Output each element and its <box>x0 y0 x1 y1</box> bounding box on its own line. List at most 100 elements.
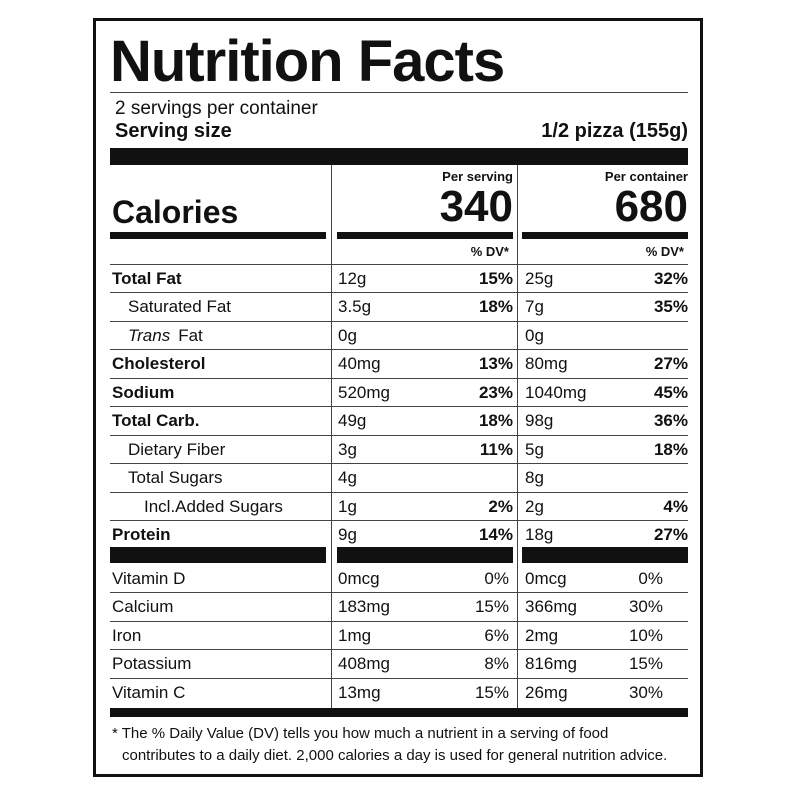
nutrient-amount: 0g <box>525 325 544 345</box>
row-line <box>110 377 688 379</box>
serving-size: 1/2 pizza (155g) <box>541 120 688 142</box>
dv-heading: % DV* <box>470 243 509 259</box>
vitamin-name: Calcium <box>112 597 174 616</box>
nutrient-dv: 35% <box>653 297 688 316</box>
rule-bar <box>522 547 688 563</box>
rule-bar <box>110 708 688 717</box>
nutrient-dv: 14% <box>478 525 513 544</box>
nutrient-dv: 15% <box>478 268 513 288</box>
row-line <box>110 434 688 436</box>
vitamin-amount: 1mg <box>338 625 372 645</box>
nutrient-amount: 12g <box>338 268 367 288</box>
nutrient-amount: 80mg <box>525 354 568 373</box>
vitamin-amount: 26mg <box>525 682 568 702</box>
nutrient-name: Total Sugars <box>128 468 223 487</box>
vitamin-dv: 30% <box>628 682 663 702</box>
nutrient-amount: 25g <box>525 268 554 288</box>
nutrient-dv: 4% <box>663 496 688 516</box>
vitamin-name: Iron <box>112 625 142 645</box>
row-line <box>110 677 688 679</box>
nutrient-dv: 23% <box>478 382 513 402</box>
nutrient-dv: 32% <box>653 268 688 288</box>
vitamin-dv: 0% <box>638 568 663 588</box>
nutrient-amount: 2g <box>525 496 544 516</box>
row-line <box>110 649 688 651</box>
rule-bar <box>337 232 513 239</box>
vitamin-dv: 15% <box>474 597 509 616</box>
nutrient-dv: 18% <box>478 297 513 316</box>
nutrient-dv: 27% <box>653 525 688 544</box>
vitamin-name: Potassium <box>112 654 192 673</box>
row-line <box>110 292 688 294</box>
nutrient-dv: 18% <box>653 439 688 459</box>
nutrient-name: Incl.Added Sugars <box>144 496 283 516</box>
vitamin-dv: 30% <box>628 597 663 616</box>
nutrient-dv: 27% <box>653 354 688 373</box>
vitamin-amount: 183mg <box>338 597 390 616</box>
vitamin-dv: 15% <box>628 654 663 673</box>
row-line <box>110 463 688 465</box>
nutrient-name: Total Carb. <box>112 411 200 430</box>
nutrient-amount: 5g <box>525 439 544 459</box>
serving-size-label: Serving size <box>115 120 232 142</box>
footnote: * The % Daily Value (DV) tells you how m… <box>112 724 609 742</box>
nutrient-amount: 3g <box>338 439 357 459</box>
calories-value: 680 <box>614 182 688 231</box>
row-line <box>110 406 688 408</box>
servings: 2 servings per container <box>115 97 318 119</box>
rule-bar <box>522 232 688 239</box>
vitamin-dv: 8% <box>484 654 509 673</box>
nutrient-name: Saturated Fat <box>128 297 232 316</box>
calories-value: 340 <box>439 182 513 231</box>
vitamin-amount: 13mg <box>338 682 381 702</box>
row-line <box>110 620 688 622</box>
nutrient-amount: 9g <box>338 525 357 544</box>
column-divider <box>331 165 332 708</box>
nutrient-amount: 520mg <box>338 382 390 402</box>
nutrient-name: Protein <box>112 525 171 544</box>
dv-heading: % DV* <box>645 243 684 259</box>
nutrient-amount: 3.5g <box>338 297 372 316</box>
nutrient-amount: 0g <box>338 325 357 345</box>
row-line <box>110 320 688 322</box>
rule-bar <box>110 547 326 563</box>
label-border <box>93 18 703 777</box>
row-line <box>110 491 688 493</box>
row-line <box>110 92 688 93</box>
rule-bar <box>110 232 326 239</box>
vitamin-dv: 10% <box>628 625 663 645</box>
column-heading: Per serving <box>442 168 513 184</box>
nutrient-amount: 49g <box>338 411 367 430</box>
nutrient-name: Dietary Fiber <box>128 439 226 459</box>
nutrient-name: Fat <box>178 325 203 345</box>
vitamin-amount: 2mg <box>525 625 559 645</box>
vitamin-amount: 0mcg <box>525 568 567 588</box>
title: Nutrition Facts <box>110 29 505 94</box>
row-line <box>110 349 688 351</box>
nutrient-dv: 2% <box>488 496 513 516</box>
nutrient-amount: 1040mg <box>525 382 587 402</box>
nutrient-dv: 13% <box>478 354 513 373</box>
vitamin-name: Vitamin C <box>112 682 186 702</box>
rule-bar <box>337 547 513 563</box>
nutrient-amount: 7g <box>525 297 544 316</box>
nutrient-amount: 18g <box>525 525 554 544</box>
nutrient-amount: 98g <box>525 411 554 430</box>
rule-bar <box>110 148 688 165</box>
vitamin-amount: 366mg <box>525 597 577 616</box>
vitamin-amount: 816mg <box>525 654 577 673</box>
nutrient-name: Sodium <box>112 382 175 402</box>
row-line <box>110 592 688 594</box>
vitamin-dv: 15% <box>474 682 509 702</box>
vitamin-amount: 0mcg <box>338 568 380 588</box>
nutrient-name-italic: Trans <box>128 325 171 345</box>
nutrient-amount: 1g <box>338 496 357 516</box>
nutrient-dv: 18% <box>478 411 513 430</box>
calories-label: Calories <box>112 194 239 230</box>
vitamin-dv: 6% <box>484 625 509 645</box>
nutrient-dv: 11% <box>479 439 513 459</box>
row-line <box>110 520 688 522</box>
nutrient-amount: 40mg <box>338 354 381 373</box>
row-line <box>110 264 688 265</box>
